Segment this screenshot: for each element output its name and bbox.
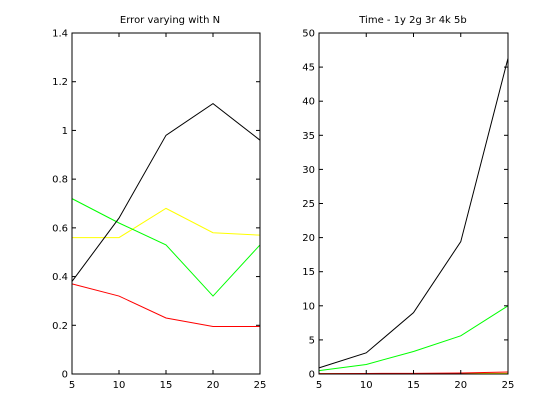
error-chart-ytick-label: 0.2 [52,321,68,332]
error-chart-ytick-label: 0.6 [52,223,68,234]
error-chart-ytick-label: 1.2 [52,77,68,88]
error-chart-series-yellow-line [72,207,261,239]
error-chart-series-red-line [71,283,260,327]
error-chart-xtick-label: 20 [207,380,220,391]
error-chart-title: Error varying with N [120,15,220,26]
time-chart-ytick-label: 0 [309,370,315,381]
error-chart-xtick-label: 15 [160,380,173,391]
error-chart-ytick-label: 1.4 [52,29,68,40]
time-chart-ytick-label: 20 [302,233,315,244]
time-chart-series-black-line [318,58,509,369]
time-chart-xtick-label: 20 [454,380,467,391]
error-chart-xtick-label: 25 [254,380,267,391]
time-chart-xtick-label: 5 [316,380,322,391]
time-chart-title: Time - 1y 2g 3r 4k 5b [358,15,466,26]
error-chart-series-black-line [71,103,261,282]
error-chart-ytick-label: 1 [62,126,68,137]
time-chart-ytick-label: 30 [302,165,315,176]
time-chart-ytick-label: 10 [302,301,315,312]
time-chart-xtick-label: 10 [360,380,373,391]
time-chart-ytick-label: 50 [302,29,315,40]
error-chart: Error varying with N 5 10 15 20 25 0 0.2 0.4 0.6… [52,15,266,391]
error-chart-series-green-line [71,198,261,297]
time-chart-ytick-label: 35 [302,131,315,142]
time-chart-xtick-label: 15 [407,380,420,391]
error-chart-ytick-label: 0.4 [52,272,68,283]
error-chart-series-layer [71,103,261,327]
error-chart-xtick-label: 5 [69,380,75,391]
time-chart-xtick-label: 25 [502,380,515,391]
error-chart-ticks: 5 10 15 20 25 0 0.2 0.4 0.6 0.8 1 1.2 1.4 [52,29,266,392]
time-chart-ytick-label: 40 [302,97,315,108]
error-chart-ytick-label: 0.8 [52,175,68,186]
time-chart-ytick-label: 5 [309,335,315,346]
error-chart-ytick-label: 0 [62,370,68,381]
time-chart: Time - 1y 2g 3r 4k 5b 5 10 15 20 25051015202… [302,15,514,391]
error-chart-xtick-label: 10 [113,380,126,391]
time-chart-ytick-label: 25 [302,199,315,210]
time-chart-series-green-line [318,305,509,372]
time-chart-ytick-label: 15 [302,267,315,278]
time-chart-ytick-label: 45 [302,63,315,74]
